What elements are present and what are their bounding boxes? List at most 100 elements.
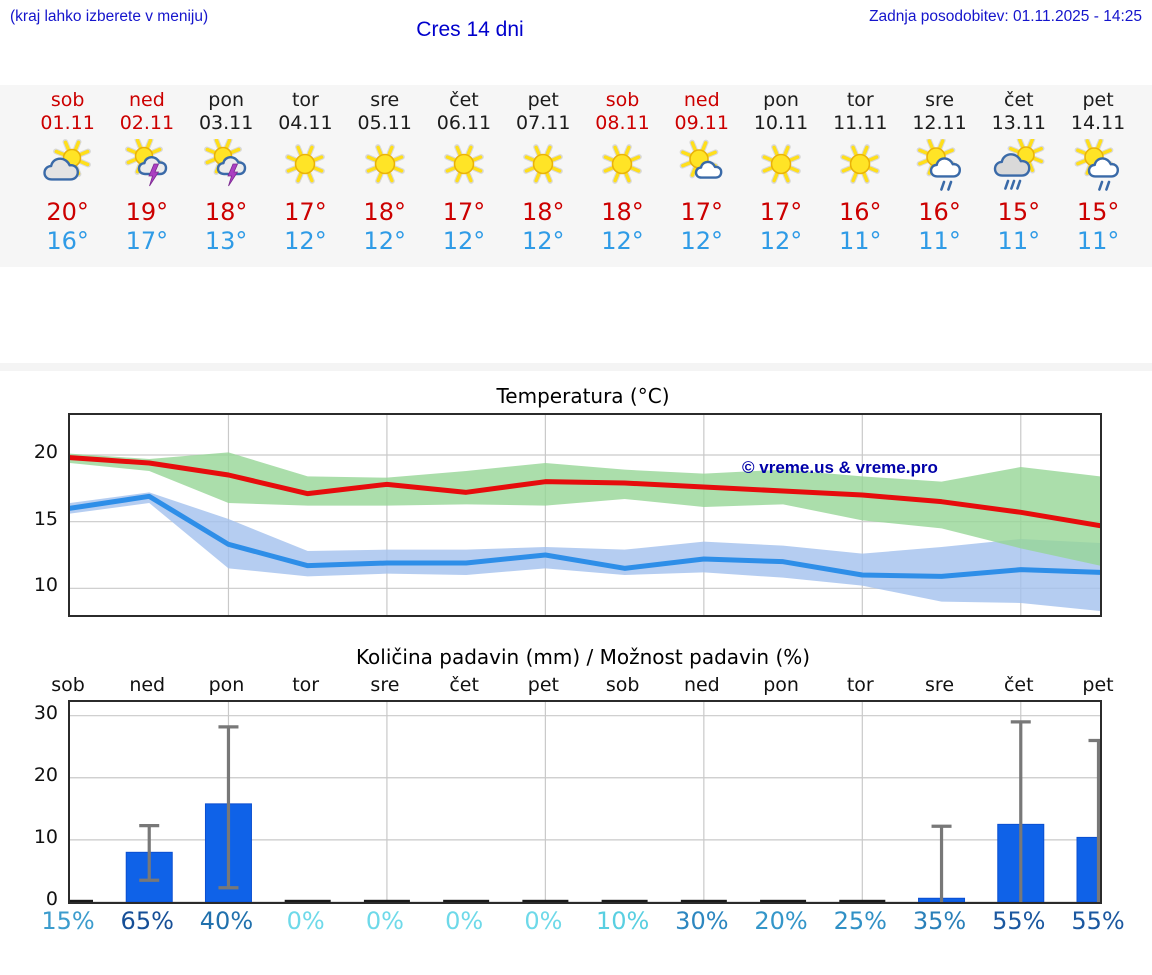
precip-probability: 0% [445, 907, 484, 935]
sunny-icon [741, 137, 820, 193]
day-label: tor [846, 674, 874, 696]
sunny-icon [583, 137, 662, 193]
day-date: 05.11 [357, 112, 412, 134]
forecast-day: pet 07.11 18° 12° [504, 89, 583, 256]
precip-probability: 15% [41, 907, 95, 935]
y-tick-label: 15 [33, 507, 58, 530]
temp-max: 17° [442, 198, 486, 226]
sunny-icon [345, 137, 424, 193]
temp-min: 11° [1076, 227, 1120, 255]
precip-probability: 0% [286, 907, 325, 935]
section-divider [0, 363, 1152, 371]
forecast-day: sob 01.11 20° 16° [28, 89, 107, 256]
day-label: čet [449, 674, 479, 696]
day-name: pon [763, 89, 799, 111]
temp-min: 12° [284, 227, 327, 255]
sun-storm-icon [187, 137, 266, 193]
temp-max: 18° [601, 198, 644, 226]
temp-max: 19° [125, 198, 169, 226]
precip-probability: 0% [365, 907, 404, 935]
y-tick-label: 0 [45, 888, 58, 910]
precip-probability: 35% [912, 907, 967, 935]
temp-min: 12° [521, 227, 565, 255]
day-name: pet [527, 89, 559, 111]
day-name: sob [605, 89, 640, 111]
forecast-day: pon 10.11 17° 12° [741, 89, 820, 256]
forecast-day: sre 12.11 16° 11° [900, 89, 979, 256]
day-date: 04.11 [278, 112, 333, 134]
temperature-chart-title: Temperatura (°C) [496, 384, 670, 408]
forecast-day: sre 05.11 18° 12° [345, 89, 424, 256]
sunny-icon [266, 137, 345, 193]
sunny-icon [504, 137, 583, 193]
day-label: čet [1003, 674, 1034, 696]
forecast-day: tor 11.11 16° 11° [821, 89, 900, 256]
sunny-icon [424, 137, 503, 193]
temp-max: 18° [204, 198, 248, 226]
day-date: 03.11 [198, 112, 254, 134]
day-date: 08.11 [595, 112, 650, 134]
y-tick-label: 30 [33, 701, 58, 724]
precip-probability: 55% [1071, 907, 1125, 935]
sun-rain-icon [900, 137, 979, 193]
day-label: pet [1082, 674, 1114, 696]
day-name: sre [925, 89, 955, 111]
day-label: pon [763, 674, 799, 696]
watermark: © vreme.us & vreme.pro [742, 458, 938, 477]
temp-min: 11° [918, 227, 961, 255]
day-label: ned [129, 674, 166, 696]
rain-heavy-icon [979, 137, 1058, 193]
temperature-chart [68, 413, 1102, 617]
forecast-day: čet 06.11 17° 12° [424, 89, 503, 256]
day-date: 09.11 [674, 112, 729, 134]
temp-min: 11° [997, 227, 1041, 255]
day-label: sre [925, 674, 955, 696]
precip-probability: 55% [992, 907, 1046, 935]
y-tick-label: 20 [33, 441, 58, 463]
day-name: tor [846, 89, 874, 111]
day-date: 10.11 [753, 112, 809, 134]
day-name: ned [683, 89, 720, 111]
day-name: pet [1082, 89, 1114, 111]
temp-min: 11° [839, 227, 882, 255]
y-tick-label: 10 [33, 574, 58, 597]
forecast-day: ned 09.11 17° 12° [662, 89, 741, 256]
temp-min: 12° [759, 227, 803, 255]
temperature-section: Temperatura (°C) © vreme.us & vreme.pro … [0, 384, 1152, 624]
temp-max: 17° [759, 198, 803, 226]
page-title: Cres 14 dni [416, 18, 524, 41]
day-name: pon [208, 89, 245, 111]
day-date: 14.11 [1070, 112, 1126, 134]
temp-max: 15° [1076, 198, 1120, 226]
day-label: sre [370, 674, 400, 696]
y-tick-label: 20 [33, 763, 58, 786]
day-label: pon [208, 674, 245, 696]
temp-min: 12° [442, 227, 486, 255]
day-label: sob [605, 674, 640, 696]
temp-max: 15° [997, 198, 1041, 226]
day-date: 11.11 [833, 112, 888, 134]
temp-max: 18° [521, 198, 565, 226]
day-label: ned [683, 674, 720, 696]
precipitation-chart [68, 700, 1102, 904]
temp-max: 20° [46, 198, 89, 226]
sunny-icon [821, 137, 900, 193]
day-name: ned [129, 89, 165, 111]
precipitation-chart-title: Količina padavin (mm) / Možnost padavin … [355, 645, 811, 669]
day-label: sob [51, 674, 85, 696]
forecast-day: sob 08.11 18° 12° [583, 89, 662, 256]
temp-min: 12° [601, 227, 644, 255]
day-name: čet [1004, 89, 1034, 111]
forecast-day: pet 14.11 15° 11° [1058, 89, 1137, 256]
day-label: tor [292, 674, 320, 696]
forecast-strip-background [0, 85, 1152, 267]
location-hint: (kraj lahko izberete v meniju) [10, 8, 209, 25]
temp-max: 16° [918, 198, 961, 226]
precip-probability: 20% [754, 907, 808, 935]
precip-probability: 25% [833, 907, 887, 935]
day-name: sob [50, 89, 85, 111]
precip-probability: 10% [595, 907, 650, 935]
temp-max: 18° [363, 198, 406, 226]
day-date: 12.11 [912, 112, 967, 134]
